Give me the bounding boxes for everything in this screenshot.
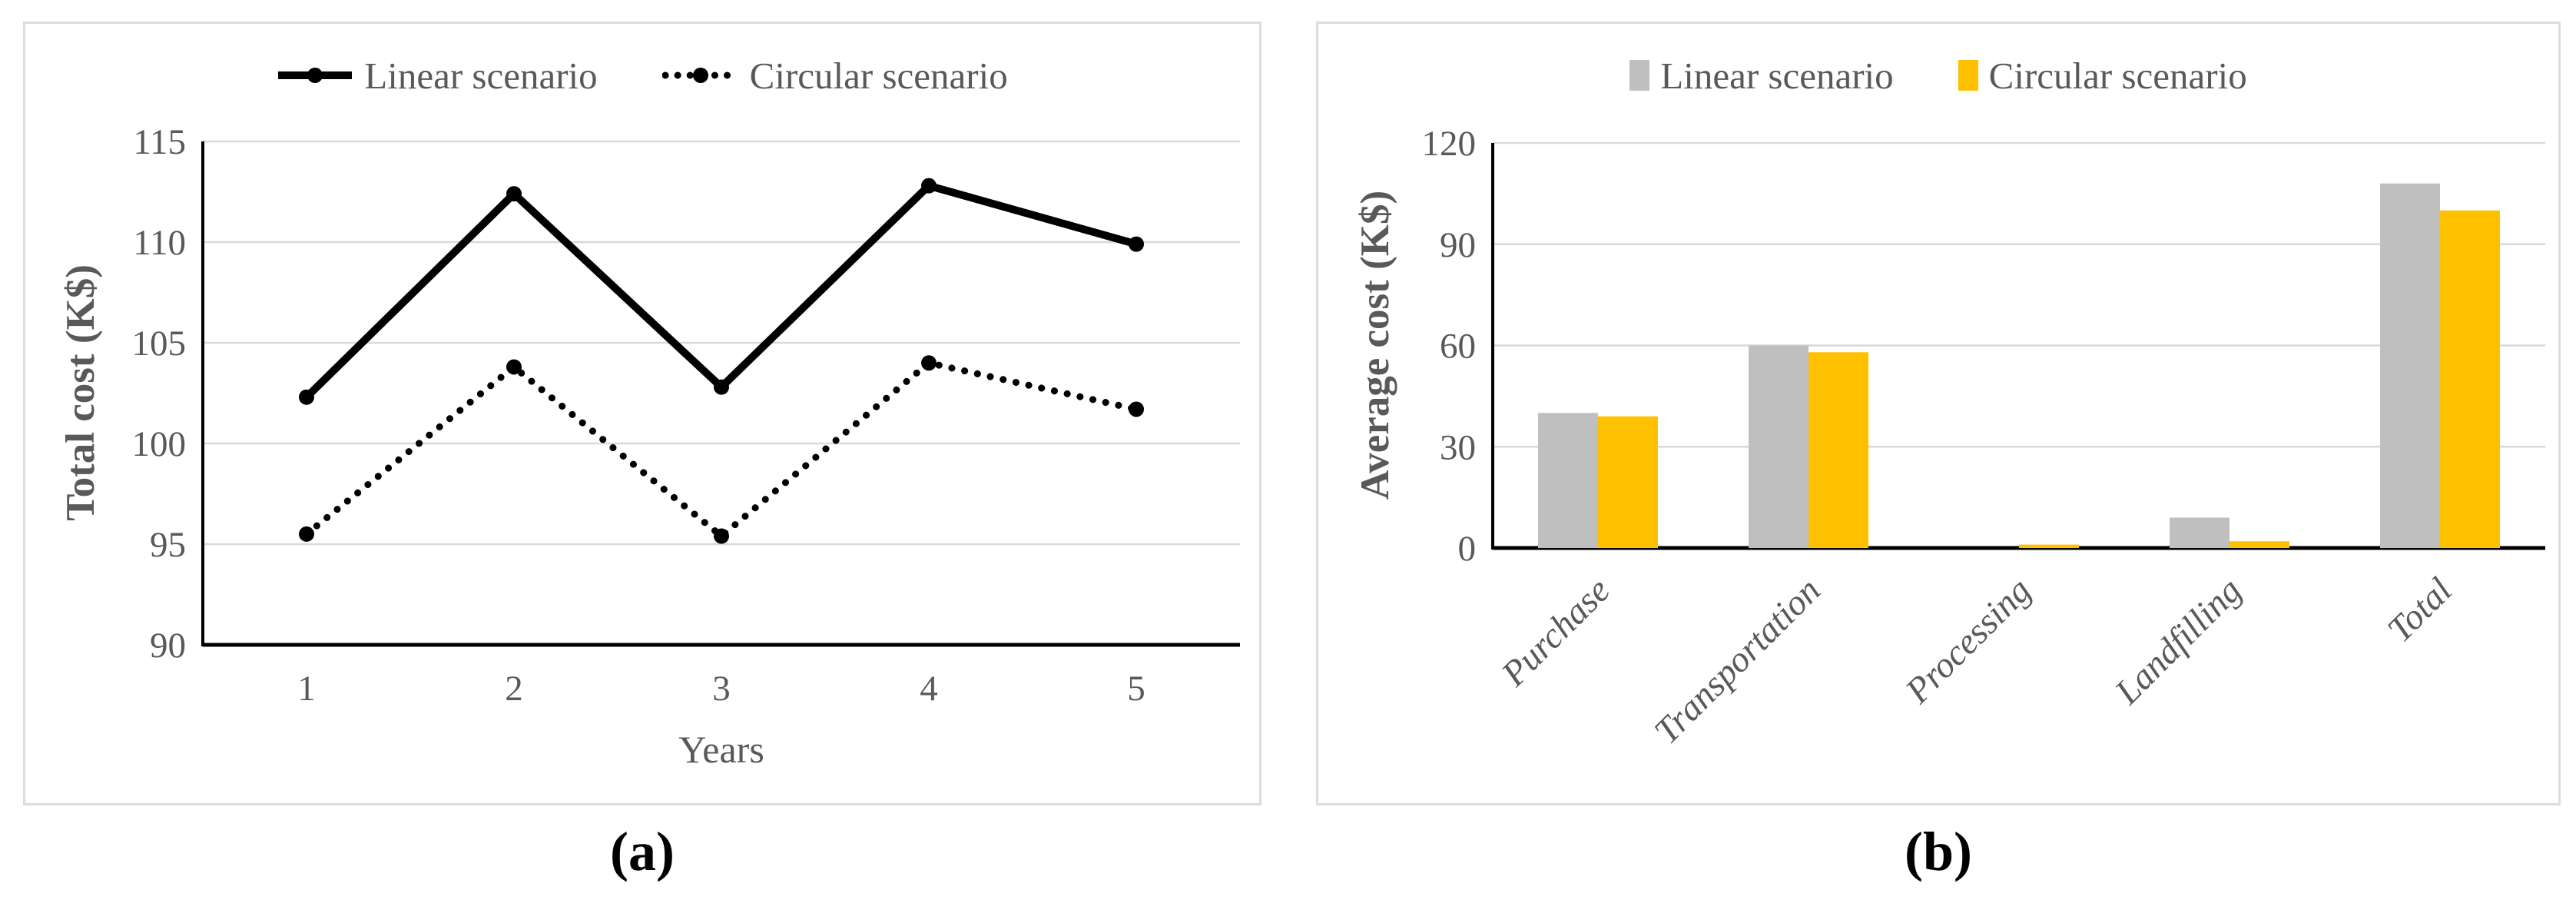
svg-text:110: 110 [133, 223, 186, 263]
svg-text:0: 0 [1458, 529, 1477, 569]
svg-text:4: 4 [920, 669, 938, 709]
bar-series-linear-scenario [1538, 183, 2440, 548]
svg-text:90: 90 [1440, 225, 1476, 265]
series-linear-scenario [299, 178, 1144, 405]
bars [1538, 183, 2500, 548]
bar-chart-plot: 0 30 60 90 120 Purchase Transportation Processi… [1422, 124, 2545, 752]
svg-text:95: 95 [150, 525, 186, 565]
data-point-marker [714, 379, 729, 395]
legend-item-linear-scenario: Linear scenario [1629, 54, 1894, 98]
svg-text:Purchase: Purchase [1494, 570, 1618, 695]
bar [1749, 345, 1809, 548]
svg-text:115: 115 [133, 122, 186, 162]
solid-line-marker-icon [278, 68, 353, 83]
data-point-marker [1129, 236, 1144, 252]
bar-chart-legend: Linear scenario Circular scenario [1318, 50, 2558, 101]
svg-text:3: 3 [712, 669, 731, 709]
legend-label-linear: Linear scenario [364, 54, 598, 97]
legend-label-circular: Circular scenario [749, 54, 1008, 97]
gridlines [1493, 141, 2545, 448]
bar [2440, 210, 2500, 548]
svg-text:105: 105 [132, 324, 187, 364]
line-chart-y-axis-title: Total cost (K$) [58, 264, 103, 521]
svg-text:100: 100 [132, 424, 187, 464]
bar [2380, 183, 2440, 548]
bar [1598, 416, 1658, 548]
panel-b-caption-label: (b) [1905, 821, 1972, 882]
data-point-marker [506, 359, 522, 375]
svg-text:Total: Total [2380, 570, 2460, 650]
gold-swatch-icon [1958, 60, 1978, 91]
svg-text:Processing: Processing [1898, 570, 2039, 712]
legend-label-linear: Linear scenario [1660, 54, 1894, 97]
data-point-marker [921, 178, 937, 194]
bar [2019, 544, 2079, 548]
gray-swatch-icon [1629, 60, 1650, 91]
legend-item-circular-scenario: Circular scenario [1958, 54, 2247, 98]
panel-a-caption-label: (a) [610, 821, 675, 882]
line-chart-plot: 90 95 100 105 110 115 1 2 3 4 5 [132, 122, 1240, 709]
bar [2230, 541, 2289, 548]
bar [2170, 517, 2230, 548]
data-point-marker [1129, 401, 1144, 417]
dotted-line-marker-icon [661, 68, 739, 83]
svg-text:2: 2 [505, 669, 523, 709]
bar-chart-y-axis-title: Average cost (K$) [1353, 190, 1397, 500]
bar-series-circular-scenario [1598, 210, 2500, 548]
svg-text:5: 5 [1127, 669, 1145, 709]
svg-text:120: 120 [1422, 124, 1477, 164]
svg-text:30: 30 [1440, 427, 1476, 467]
x-tick-labels: 1 2 3 4 5 [297, 669, 1145, 709]
y-tick-labels: 90 95 100 105 110 115 [132, 122, 187, 666]
data-point-marker [921, 355, 937, 371]
bar [1809, 352, 1868, 548]
svg-text:Landfilling: Landfilling [2107, 570, 2249, 712]
svg-text:Transportation: Transportation [1647, 570, 1828, 752]
data-point-marker [506, 186, 522, 202]
svg-text:90: 90 [150, 626, 186, 666]
panel-b-bar-chart: Linear scenario Circular scenario 0 30 60 9… [1316, 22, 2561, 805]
bar [1538, 413, 1598, 548]
data-point-marker [299, 526, 314, 542]
gridlines [203, 140, 1240, 546]
legend-item-circular-scenario: Circular scenario [661, 54, 1008, 98]
series-circular-scenario [299, 355, 1144, 544]
line-chart-legend: Linear scenario Circular scenario [25, 50, 1259, 101]
category-labels: Purchase Transportation Processing Landfill… [1494, 570, 2460, 752]
legend-label-circular: Circular scenario [1988, 54, 2247, 97]
legend-item-linear-scenario: Linear scenario [277, 54, 598, 98]
line-chart-x-axis-title: Years [678, 728, 764, 771]
svg-text:1: 1 [297, 669, 316, 709]
svg-text:60: 60 [1440, 327, 1476, 367]
data-point-marker [714, 528, 729, 544]
data-point-marker [299, 389, 314, 405]
y-tick-labels: 0 30 60 90 120 [1422, 124, 1477, 569]
panel-a-line-chart: Linear scenario Circular scenario 90 95 10… [23, 22, 1261, 805]
